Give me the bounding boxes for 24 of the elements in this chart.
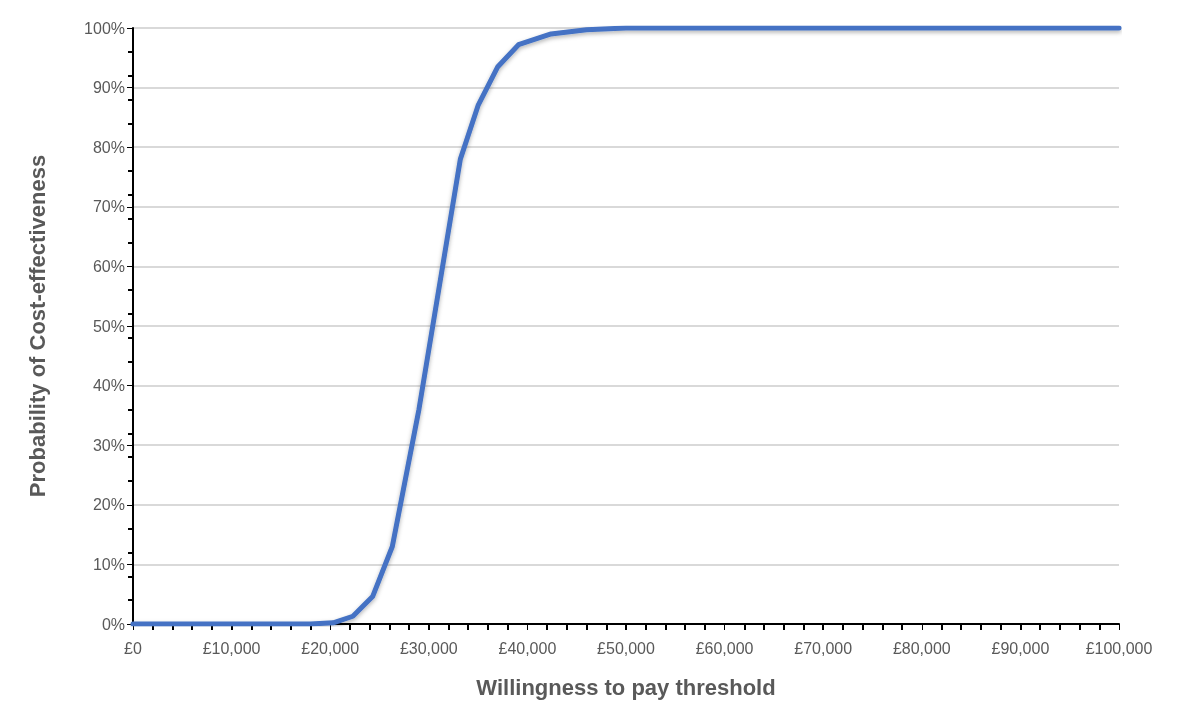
y-tick-label: 20% [92, 496, 125, 514]
y-tick-label: 70% [92, 198, 125, 216]
y-tick-label: 90% [92, 79, 125, 97]
x-tick-label: £40,000 [498, 639, 557, 657]
y-tick-label: 10% [92, 555, 125, 573]
y-tick-label: 30% [92, 436, 125, 454]
x-tick-label: £50,000 [597, 639, 656, 657]
y-tick-label: 50% [92, 317, 125, 335]
y-tick-label: 60% [92, 257, 125, 275]
y-tick-label: 0% [101, 615, 125, 633]
x-tick-label: £100,000 [1085, 639, 1153, 657]
x-tick-label: £30,000 [399, 639, 458, 657]
x-tick-label: £90,000 [991, 639, 1050, 657]
x-tick-label: £80,000 [892, 639, 951, 657]
y-tick-label: 80% [92, 138, 125, 156]
y-axis-title: Probability of Cost-effectiveness [24, 154, 50, 498]
x-tick-label: £10,000 [202, 639, 261, 657]
x-tick-label: £70,000 [794, 639, 853, 657]
y-tick-label: 100% [84, 19, 125, 37]
x-tick-label: £20,000 [301, 639, 360, 657]
x-axis-title: Willingness to pay threshold [476, 674, 776, 700]
x-tick-label: £0 [124, 639, 142, 657]
x-tick-label: £60,000 [695, 639, 754, 657]
y-tick-label: 40% [92, 377, 125, 395]
